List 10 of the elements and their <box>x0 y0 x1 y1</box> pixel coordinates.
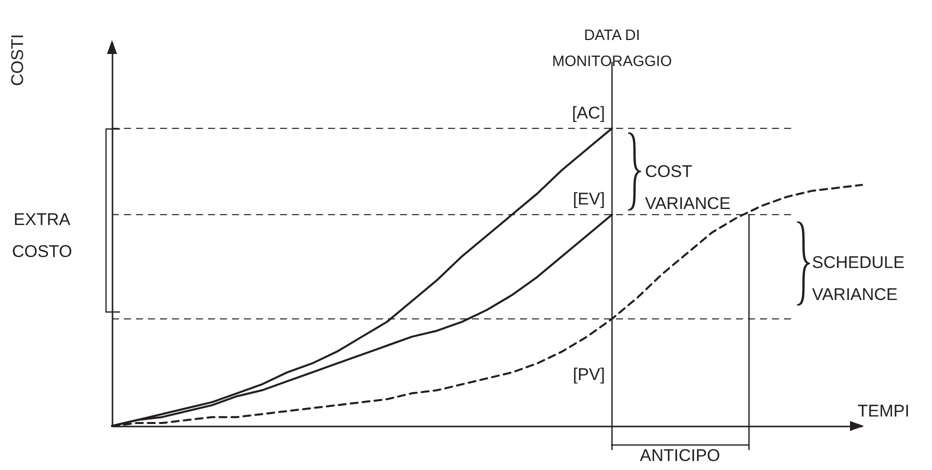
annotation: COST VARIANCE <box>645 162 731 213</box>
text: COSTI <box>8 34 27 86</box>
series-label: [AC] <box>572 103 605 122</box>
annotation: SCHEDULE VARIANCE <box>812 253 905 304</box>
series-label: [PV] <box>572 364 605 384</box>
series-label: [EV] <box>572 190 605 209</box>
text: ANTICIPO <box>640 446 720 465</box>
x-axis-title: TEMPI <box>858 402 910 420</box>
text: DATA DI MONITORAGGIO <box>552 27 672 70</box>
text: EXTRA COSTO <box>12 210 72 261</box>
